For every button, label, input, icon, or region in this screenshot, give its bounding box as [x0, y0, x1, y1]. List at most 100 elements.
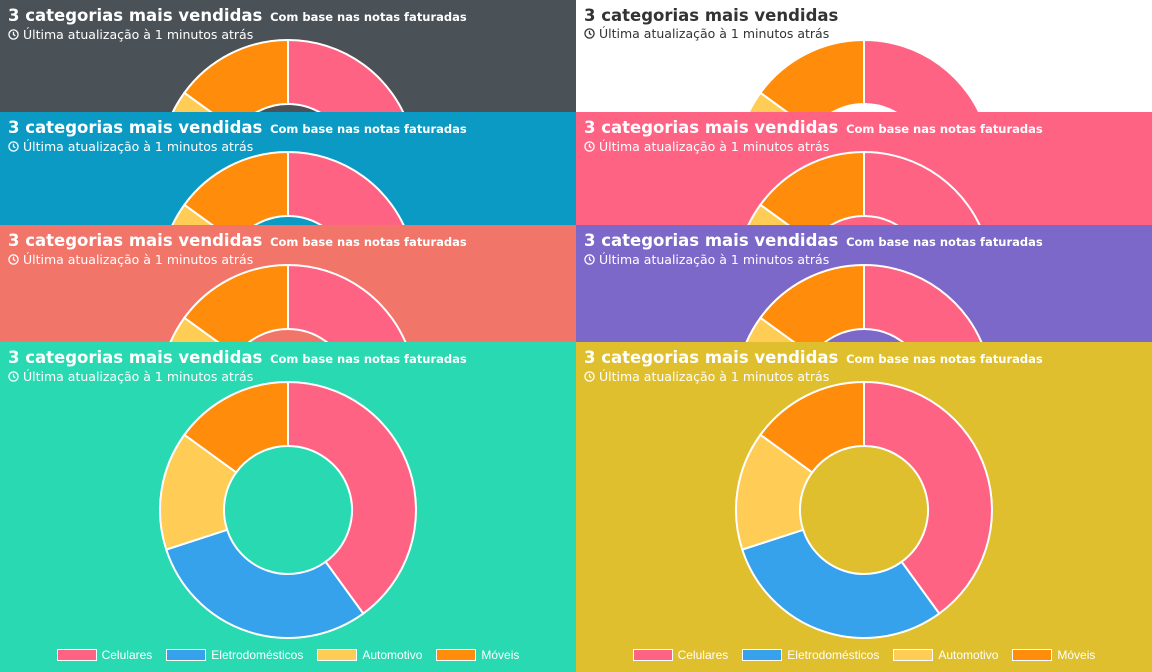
clock-icon [584, 28, 595, 39]
chart-card: 3 categorias mais vendidas Com base nas … [576, 342, 1152, 672]
legend-swatch [1012, 649, 1053, 661]
last-updated-text: Última atualização à 1 minutos atrás [599, 369, 830, 384]
chart-legend: Celulares Eletrodomésticos Automotivo Móvei… [576, 648, 1152, 662]
card-subtitle: Com base nas notas faturadas [270, 122, 467, 136]
card-header: 3 categorias mais vendidas Com base nas … [584, 348, 1144, 384]
chart-card: 3 categorias mais vendidas Com base nas … [0, 112, 576, 225]
slice-celulares[interactable] [287, 380, 417, 615]
slice-moveis[interactable] [183, 380, 289, 474]
card-header: 3 categorias mais vendidas Com base nas … [8, 118, 568, 154]
card-subtitle: Com base nas notas faturadas [846, 352, 1043, 366]
legend-item[interactable]: Celulares [56, 648, 153, 662]
card-title: 3 categorias mais vendidas Com base nas … [8, 348, 568, 369]
last-updated: Última atualização à 1 minutos atrás [8, 369, 568, 384]
clock-icon [8, 371, 19, 382]
card-subtitle: Com base nas notas faturadas [846, 235, 1043, 249]
card-subtitle: Com base nas notas faturadas [270, 235, 467, 249]
legend-swatch [742, 649, 783, 661]
donut-chart [169, 263, 416, 342]
clock-icon [8, 29, 19, 40]
last-updated: Última atualização à 1 minutos atrás [8, 252, 568, 267]
slice-moveis[interactable] [183, 150, 289, 225]
card-subtitle: Com base nas notas faturadas [270, 10, 467, 24]
last-updated: Última atualização à 1 minutos atrás [584, 252, 1144, 267]
donut-chart [747, 38, 992, 112]
legend-item[interactable]: Eletrodomésticos [742, 648, 879, 662]
slice-celulares[interactable] [287, 38, 416, 112]
title-text: 3 categorias mais vendidas [584, 231, 839, 250]
last-updated-text: Última atualização à 1 minutos atrás [23, 369, 254, 384]
card-header: 3 categorias mais vendidas Com base nas … [8, 231, 568, 267]
legend-label: Móveis [481, 648, 520, 662]
chart-legend: Celulares Eletrodomésticos Automotivo Móvei… [0, 648, 576, 662]
last-updated: Última atualização à 1 minutos atrás [584, 369, 1144, 384]
slice-celulares[interactable] [863, 150, 992, 225]
legend-label: Automotivo [362, 648, 423, 662]
last-updated-text: Última atualização à 1 minutos atrás [23, 27, 254, 42]
legend-label: Eletrodomésticos [787, 648, 880, 662]
slice-eletrodomesticos[interactable] [165, 528, 365, 639]
slice-moveis[interactable] [183, 263, 289, 342]
legend-label: Celulares [677, 648, 729, 662]
legend-swatch [893, 649, 934, 661]
card-header: 3 categorias mais vendidas Última atualiz… [584, 6, 1144, 41]
slice-moveis[interactable] [759, 380, 865, 474]
legend-swatch [317, 649, 358, 661]
clock-icon [584, 254, 595, 265]
legend-item[interactable]: Celulares [632, 648, 729, 662]
legend-item[interactable]: Móveis [436, 648, 519, 662]
card-title: 3 categorias mais vendidas Com base nas … [584, 348, 1144, 369]
chart-card: 3 categorias mais vendidas Com base nas … [576, 225, 1152, 342]
slice-moveis[interactable] [759, 150, 865, 225]
legend-swatch [632, 649, 673, 661]
legend-item[interactable]: Automotivo [317, 648, 422, 662]
title-text: 3 categorias mais vendidas [8, 231, 263, 250]
slice-eletrodomesticos[interactable] [741, 528, 941, 639]
last-updated: Última atualização à 1 minutos atrás [8, 27, 568, 42]
card-title: 3 categorias mais vendidas Com base nas … [8, 6, 568, 27]
chart-card: 3 categorias mais vendidas Com base nas … [576, 112, 1152, 225]
title-text: 3 categorias mais vendidas [8, 118, 263, 137]
legend-label: Eletrodomésticos [211, 648, 304, 662]
last-updated: Última atualização à 1 minutos atrás [584, 26, 1144, 41]
card-title: 3 categorias mais vendidas Com base nas … [8, 118, 568, 139]
donut-chart [745, 263, 992, 342]
donut-chart [171, 38, 416, 112]
legend-swatch [166, 649, 207, 661]
last-updated-text: Última atualização à 1 minutos atrás [599, 252, 830, 267]
slice-celulares[interactable] [287, 150, 416, 225]
donut-chart [171, 150, 416, 225]
card-subtitle: Com base nas notas faturadas [270, 352, 467, 366]
title-text: 3 categorias mais vendidas [8, 6, 263, 25]
card-header: 3 categorias mais vendidas Com base nas … [584, 231, 1144, 267]
card-title: 3 categorias mais vendidas Com base nas … [584, 118, 1144, 139]
donut-chart [735, 380, 993, 639]
clock-icon [8, 254, 19, 265]
last-updated: Última atualização à 1 minutos atrás [8, 139, 568, 154]
slice-celulares[interactable] [863, 380, 993, 615]
title-text: 3 categorias mais vendidas [8, 348, 263, 367]
slice-moveis[interactable] [759, 263, 865, 342]
slice-celulares[interactable] [287, 263, 416, 342]
slice-moveis[interactable] [759, 38, 865, 112]
legend-item[interactable]: Eletrodomésticos [166, 648, 303, 662]
legend-item[interactable]: Móveis [1012, 648, 1095, 662]
slice-celulares[interactable] [863, 38, 992, 112]
legend-label: Celulares [101, 648, 153, 662]
legend-label: Móveis [1057, 648, 1096, 662]
legend-item[interactable]: Automotivo [893, 648, 998, 662]
card-header: 3 categorias mais vendidas Com base nas … [8, 348, 568, 384]
legend-label: Automotivo [938, 648, 999, 662]
last-updated: Última atualização à 1 minutos atrás [584, 139, 1144, 154]
chart-card: 3 categorias mais vendidas Com base nas … [0, 342, 576, 672]
title-text: 3 categorias mais vendidas [584, 6, 839, 25]
slice-celulares[interactable] [863, 263, 992, 342]
slice-moveis[interactable] [183, 38, 289, 112]
title-text: 3 categorias mais vendidas [584, 348, 839, 367]
card-header: 3 categorias mais vendidas Com base nas … [8, 6, 568, 42]
card-title: 3 categorias mais vendidas [584, 6, 1144, 26]
card-title: 3 categorias mais vendidas Com base nas … [8, 231, 568, 252]
last-updated-text: Última atualização à 1 minutos atrás [599, 139, 830, 154]
clock-icon [8, 141, 19, 152]
donut-chart [159, 380, 417, 639]
